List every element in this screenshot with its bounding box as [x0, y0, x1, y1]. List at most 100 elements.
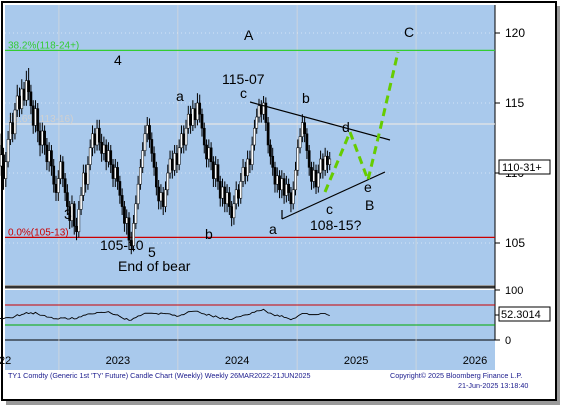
- wave-label-price-105-10: 105-10: [100, 237, 144, 253]
- wave-label-B: B: [365, 197, 374, 213]
- candle-body: [66, 193, 68, 207]
- fib-level-label: 0.0%(105-13): [8, 227, 69, 238]
- time-axis-label: 2025: [344, 355, 368, 367]
- candle-body: [12, 123, 14, 134]
- candle-body: [322, 159, 324, 170]
- candle-body: [317, 173, 319, 187]
- osc-axis-label: 100: [505, 285, 523, 297]
- wave-label-price-108-15: 108-15?: [310, 217, 362, 233]
- x-axis-strip: [5, 340, 495, 370]
- fib-level-label: 38.2%(118-24+): [8, 40, 79, 51]
- candle-body: [110, 151, 112, 165]
- candle-body: [2, 155, 4, 179]
- time-axis-label: 2026: [463, 355, 487, 367]
- candle-body: [196, 103, 198, 120]
- candle-body: [82, 173, 84, 195]
- candle-body: [96, 128, 98, 145]
- candle-body: [142, 151, 144, 168]
- time-axis-label: 2022: [0, 355, 11, 367]
- candle-body: [319, 159, 321, 173]
- candle-body: [135, 204, 137, 224]
- candle-body: [242, 167, 244, 181]
- candle-body: [21, 89, 23, 109]
- candle-body: [210, 148, 212, 162]
- candle-body: [34, 109, 36, 126]
- candle-body: [189, 114, 191, 125]
- candle-body: [292, 190, 294, 204]
- candle-body: [283, 179, 285, 196]
- candle-body: [272, 156, 274, 167]
- candle-body: [310, 167, 312, 181]
- candle-body: [41, 131, 43, 145]
- candle-body: [105, 145, 107, 162]
- candle-body: [299, 137, 301, 148]
- candle-body: [25, 81, 27, 101]
- chart-description: TY1 Comdty (Generic 1st 'TY' Future) Can…: [8, 371, 310, 380]
- oscillator-panel: [5, 290, 495, 340]
- candle-body: [174, 153, 176, 170]
- wave-label-b-1: b: [205, 226, 213, 242]
- wave-label-c-2: c: [326, 201, 333, 217]
- candle-body: [0, 155, 2, 166]
- candle-body: [89, 148, 91, 165]
- candle-body: [180, 134, 182, 148]
- candle-body: [57, 179, 59, 193]
- candle-body: [107, 151, 109, 162]
- candle-body: [98, 128, 100, 142]
- candle-body: [224, 187, 226, 204]
- wave-label-C: C: [404, 24, 414, 40]
- wave-label-c-1: c: [240, 85, 247, 101]
- candle-body: [267, 123, 269, 145]
- candle-body: [235, 190, 237, 204]
- candle-body: [119, 181, 121, 195]
- candle-body: [146, 125, 148, 133]
- candle-body: [123, 207, 125, 224]
- candle-body: [306, 134, 308, 151]
- candle-body: [315, 170, 317, 187]
- candle-body: [164, 190, 166, 207]
- wave-label-e: e: [364, 179, 372, 195]
- candle-body: [18, 96, 20, 109]
- candle-body: [137, 184, 139, 204]
- candle-body: [30, 92, 32, 106]
- candle-body: [178, 148, 180, 165]
- candle-body: [85, 173, 87, 184]
- candle-body: [278, 176, 280, 190]
- candle-body: [103, 145, 105, 153]
- copyright-text: Copyright© 2025 Bloomberg Finance L.P.: [390, 371, 522, 380]
- candle-body: [187, 114, 189, 128]
- wave-label-a-2: a: [269, 221, 277, 237]
- candle-body: [139, 167, 141, 184]
- candle-body: [183, 134, 185, 145]
- candle-body: [162, 193, 164, 207]
- candle-body: [212, 162, 214, 179]
- last-price-tag: 110-31+: [499, 160, 550, 174]
- candle-body: [281, 179, 283, 190]
- candle-body: [231, 207, 233, 218]
- candle-body: [48, 151, 50, 162]
- candle-body: [290, 193, 292, 204]
- candle-body: [7, 139, 9, 161]
- last-price-value: 110-31+: [502, 162, 542, 174]
- candle-body: [276, 176, 278, 184]
- candle-body: [78, 209, 80, 231]
- candle-body: [53, 166, 55, 184]
- candle-body: [87, 165, 89, 185]
- candle-body: [151, 139, 153, 153]
- candle-body: [176, 153, 178, 164]
- candle-body: [256, 117, 258, 128]
- price-axis-label: 115: [505, 96, 524, 110]
- candle-body: [324, 156, 326, 170]
- candle-body: [260, 106, 262, 114]
- candle-body: [171, 159, 173, 170]
- candle-body: [237, 190, 239, 198]
- candle-body: [326, 156, 328, 164]
- candle-body: [64, 179, 66, 193]
- candle-body: [9, 123, 11, 140]
- candle-body: [192, 109, 194, 126]
- wave-label-4: 4: [114, 52, 122, 68]
- candle-body: [249, 159, 251, 165]
- candle-body: [75, 226, 77, 232]
